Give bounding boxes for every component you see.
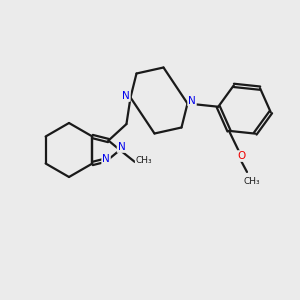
Text: N: N	[118, 142, 125, 152]
Text: CH₃: CH₃	[136, 156, 152, 165]
Text: O: O	[238, 151, 246, 161]
Text: CH₃: CH₃	[243, 177, 260, 186]
Text: N: N	[188, 95, 196, 106]
Text: N: N	[122, 91, 130, 101]
Text: N: N	[102, 154, 110, 164]
